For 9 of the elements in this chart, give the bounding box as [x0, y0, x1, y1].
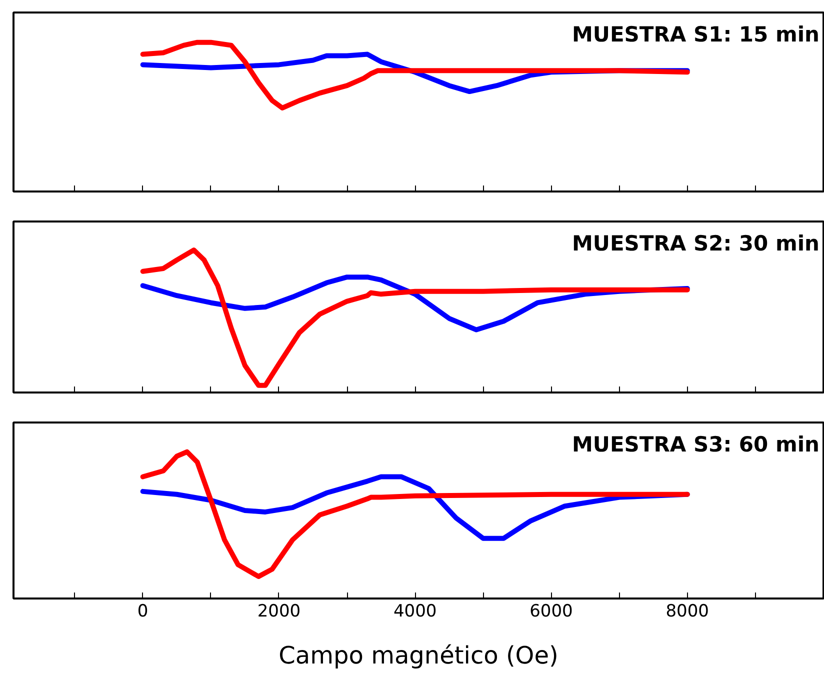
x-axis-title: Campo magnético (Oe): [278, 642, 558, 670]
x-tick-label: 4000: [393, 602, 437, 622]
chart-title: MUESTRA S1: 15 min: [572, 22, 820, 46]
x-tick-label: 2000: [257, 602, 301, 622]
x-tick-label: 6000: [530, 602, 573, 622]
chart-title: MUESTRA S3: 60 min: [572, 432, 820, 456]
x-tick-label: 0: [137, 602, 148, 622]
chart-title: MUESTRA S2: 30 min: [572, 232, 820, 256]
x-tick-label: 8000: [666, 602, 709, 622]
